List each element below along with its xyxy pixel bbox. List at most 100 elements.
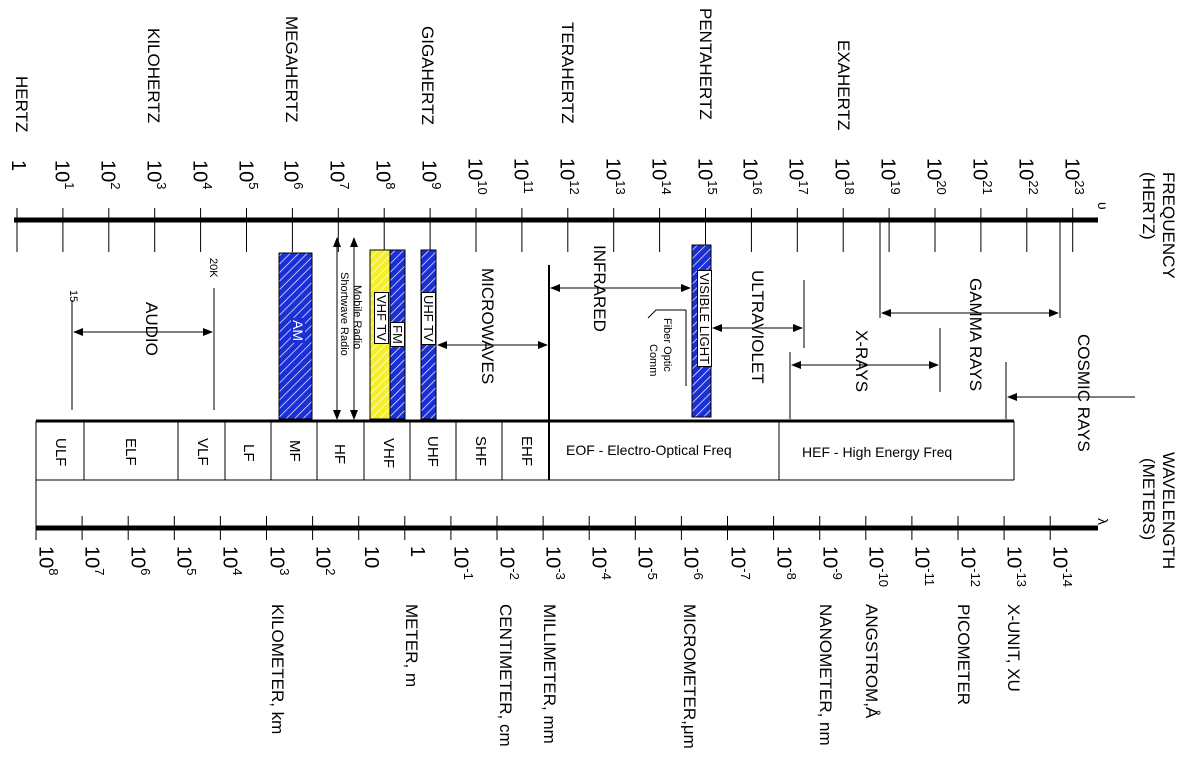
band-label: HEF - High Energy Freq (802, 444, 953, 460)
microwaves-label: MICROWAVES (478, 268, 497, 385)
band-label: LF (240, 444, 257, 462)
wavelength-tick-label: 10-8 (771, 546, 799, 580)
wavelength-tick-label: 108 (34, 546, 61, 576)
frequency-tick-label: 1012 (555, 158, 582, 195)
shortwave-radio-label: Shortwave Radio (338, 272, 350, 356)
wavelength-unit-name: NANOMETER, nm (816, 604, 835, 746)
frequency-unit-name: HERTZ (12, 76, 31, 133)
audio-high-label: 20K (207, 258, 219, 278)
frequency-unit-name: PENTAHERTZ (696, 8, 715, 120)
wavelength-tick-label: 10 (359, 546, 382, 569)
wavelength-tick-label: 106 (126, 546, 154, 576)
wavelength-tick-label: 107 (80, 546, 108, 576)
fm-label: FM (390, 322, 405, 347)
band-label: MF (286, 440, 303, 462)
frequency-axis-unit: (HERTZ) (1139, 172, 1158, 240)
gamma-rays-label: GAMMA RAYS (966, 278, 985, 392)
frequency-tick-label: 107 (325, 160, 353, 190)
frequency-tick-label: 1016 (738, 158, 766, 195)
visible-light-label: VISIBLE LIGHT (697, 270, 712, 368)
frequency-tick-label: 104 (187, 160, 215, 190)
shortwave-arrows (333, 237, 358, 420)
band-label: EOF - Electro-Optical Freq (566, 442, 732, 458)
frequency-unit-name: TERAHERTZ (558, 22, 577, 124)
wavelength-unit-name: METER, m (402, 604, 421, 688)
frequency-tick-label: 1013 (601, 158, 628, 195)
wavelength-tick-label: 105 (172, 546, 200, 576)
wavelength-tick-label: 10-9 (818, 546, 845, 580)
fiber-optic-label-2: Comm (647, 344, 659, 377)
wavelength-axis-line (35, 516, 1098, 540)
wavelength-tick-label: 10-1 (449, 546, 476, 580)
frequency-tick-label: 108 (371, 160, 399, 190)
wavelength-tick-label: 104 (218, 546, 246, 576)
wavelength-unit-name: X-UNIT, XU (1004, 604, 1023, 692)
x-rays-label: X-RAYS (852, 330, 871, 393)
frequency-tick-label: 102 (96, 160, 123, 190)
wavelength-unit-name: MILLIMETER, mm (540, 604, 559, 744)
frequency-symbol: υ (1095, 202, 1111, 210)
frequency-tick-label: 1019 (876, 158, 904, 195)
frequency-tick-label: 103 (142, 160, 169, 190)
wavelength-tick-label: 102 (310, 546, 338, 576)
frequency-tick-label: 1020 (922, 158, 949, 195)
mobile-radio-label: Mobile Radio (351, 285, 363, 350)
frequency-axis-title: FREQUENCY (1159, 172, 1177, 279)
wavelength-tick-label: 10-14 (1048, 546, 1076, 588)
wavelength-axis-title: WAVELENGTH (1159, 452, 1177, 570)
frequency-tick-label: 109 (417, 160, 445, 190)
wavelength-tick-label: 10-3 (541, 546, 569, 580)
cosmic-rays-label: COSMIC RAYS (1074, 334, 1093, 452)
wavelength-symbol: λ (1095, 518, 1111, 525)
band-label: ULF (52, 438, 69, 467)
wavelength-tick-label: 10-13 (1002, 546, 1030, 588)
frequency-tick-label: 106 (279, 160, 307, 190)
ultraviolet-label: ULTRAVIOLET (748, 270, 767, 384)
frequency-tick-label: 1010 (463, 158, 490, 195)
band-label: UHF (424, 436, 441, 467)
frequency-tick-label: 1017 (784, 158, 812, 195)
wavelength-tick-label: 103 (264, 546, 292, 576)
band-label: VLF (194, 438, 211, 466)
wavelength-unit-name: MICROMETER,μm (680, 604, 699, 749)
wavelength-tick-label: 10-6 (679, 546, 707, 580)
wavelength-tick-label: 1 (405, 546, 428, 558)
band-label: VHF (380, 438, 397, 468)
frequency-tick-label: 1023 (1060, 158, 1087, 195)
fiber-optic-pointer (647, 309, 686, 319)
frequency-tick-label: 1 (7, 160, 29, 172)
band-label: SHF (472, 436, 489, 466)
wavelength-unit-name: KILOMETER, km (268, 604, 287, 735)
wavelength-unit-name: CENTIMETER, cm (496, 604, 515, 747)
wavelength-tick-label: 10-12 (956, 546, 983, 588)
audio-low-label: 15 (67, 290, 79, 303)
frequency-unit-name: KILOHERTZ (144, 28, 163, 124)
audio-range (71, 288, 215, 410)
band-label: HF (331, 444, 348, 464)
wavelength-tick-label: 10-11 (910, 546, 937, 587)
fiber-optic-label-1: Fiber Optic (661, 318, 673, 372)
frequency-tick-label: 1015 (692, 158, 720, 195)
wavelength-tick-label: 10-2 (495, 546, 522, 580)
frequency-tick-label: 1014 (646, 158, 674, 195)
wavelength-tick-label: 10-4 (587, 546, 615, 580)
wavelength-unit-name: ANGSTROM,Å (862, 604, 881, 719)
frequency-tick-label: 101 (50, 160, 77, 190)
frequency-tick-label: 1018 (830, 158, 858, 195)
frequency-unit-name: MEGAHERTZ (282, 16, 301, 123)
frequency-tick-label: 1021 (968, 158, 995, 195)
wavelength-tick-label: 10-10 (864, 546, 891, 588)
uhf-tv-label: UHF TV (421, 292, 436, 345)
wavelength-tick-label: 10-5 (633, 546, 661, 580)
frequency-unit-name: EXAHERTZ (834, 40, 853, 131)
wavelength-axis-unit: (METERS) (1139, 458, 1158, 541)
frequency-tick-label: 105 (233, 160, 261, 190)
band-table (35, 265, 1015, 528)
vhf-tv-label: VHF TV (374, 292, 389, 344)
band-label: ELF (122, 438, 139, 466)
frequency-axis-line (14, 208, 1098, 252)
wavelength-unit-name: PICOMETER (954, 604, 973, 706)
frequency-unit-name: GIGAHERTZ (418, 26, 437, 125)
wavelength-tick-label: 10-7 (725, 546, 753, 580)
